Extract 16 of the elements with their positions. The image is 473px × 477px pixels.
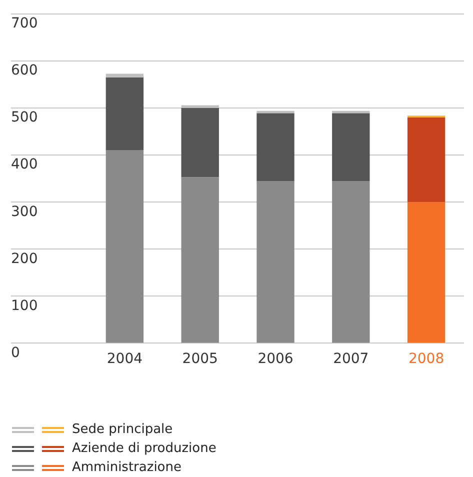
y-tick-label: 400 xyxy=(11,156,38,173)
legend-label: Amministrazione xyxy=(72,460,182,475)
y-tick-label: 300 xyxy=(11,204,38,220)
y-tick-label: 600 xyxy=(11,62,38,79)
x-tick-label: 2008 xyxy=(408,351,444,368)
y-tick-label: 700 xyxy=(11,16,38,32)
y-tick-label: 500 xyxy=(11,110,38,126)
y-tick-label: 100 xyxy=(11,298,38,314)
y-tick-label: 0 xyxy=(11,344,20,361)
legend-label: Sede principale xyxy=(72,422,173,437)
legend-label: Aziende di produzione xyxy=(72,441,216,456)
x-tick-label: 2004 xyxy=(106,351,143,368)
y-tick-label: 200 xyxy=(11,250,38,267)
x-tick-label: 2005 xyxy=(182,351,218,368)
x-tick-label: 2007 xyxy=(333,351,369,368)
x-tick-label: 2006 xyxy=(258,351,294,368)
